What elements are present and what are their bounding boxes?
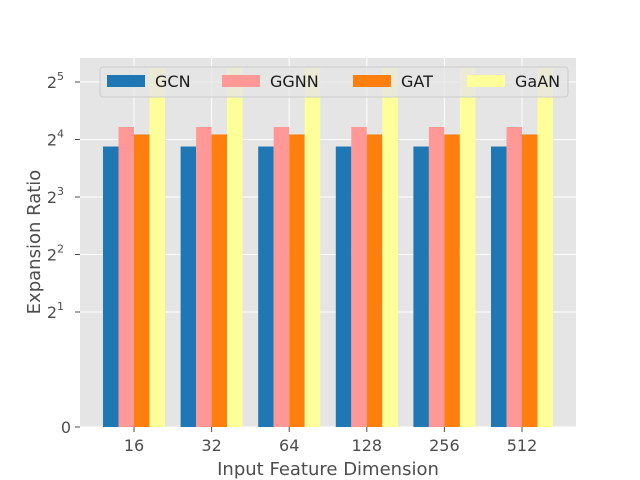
x-tick-label: 32 <box>201 436 221 455</box>
y-axis-title: Expansion Ratio <box>24 170 45 315</box>
bar-ggnn-256 <box>428 127 445 428</box>
bar-gaan-256 <box>459 67 476 427</box>
bar-gaan-512 <box>537 67 553 427</box>
legend-box <box>99 66 569 98</box>
bar-gcn-128 <box>335 146 352 427</box>
x-axis-title: Input Feature Dimension <box>217 459 439 480</box>
x-tick-label: 16 <box>124 436 144 455</box>
bar-gaan-32 <box>227 67 243 427</box>
bar-ggnn-64 <box>273 127 290 428</box>
legend-label-ggnn: GGNN <box>270 72 319 91</box>
bar-gcn-64 <box>258 146 274 427</box>
bar-gat-256 <box>444 134 460 427</box>
legend-swatch-ggnn <box>222 75 260 87</box>
bar-gaan-128 <box>382 67 398 427</box>
bar-ggnn-32 <box>196 127 212 428</box>
x-tick-label: 64 <box>279 436 299 455</box>
x-tick-label: 256 <box>429 436 460 455</box>
bar-gcn-32 <box>180 146 197 427</box>
x-tick-label: 512 <box>507 436 538 455</box>
bar-gat-32 <box>211 134 228 427</box>
bar-gat-64 <box>289 134 305 427</box>
y-tick-label: 25 <box>47 70 64 92</box>
y-tick-label: 22 <box>47 243 64 265</box>
x-tick-label: 128 <box>352 436 383 455</box>
y-tick-label: 21 <box>47 300 64 322</box>
legend-label-gat: GAT <box>401 72 433 91</box>
bar-gcn-16 <box>103 146 119 427</box>
legend-swatch-gcn <box>107 75 145 87</box>
legend-swatch-gat <box>353 75 391 87</box>
bars <box>103 67 553 428</box>
bar-gaan-16 <box>149 67 165 427</box>
y-tick-label: 0 <box>61 418 71 437</box>
y-tick-label: 23 <box>47 185 64 207</box>
x-axis-ticks: 16 32 64 128 256 512 <box>124 427 537 455</box>
bar-gcn-256 <box>413 146 429 427</box>
legend-label-gaan: GaAN <box>515 72 560 91</box>
bar-gcn-512 <box>491 146 507 427</box>
bar-gat-128 <box>366 134 383 427</box>
y-axis-ticks: 0 21 22 23 24 25 <box>47 70 80 437</box>
bar-ggnn-16 <box>118 127 134 428</box>
legend: GCN GGNN GAT GaAN <box>99 66 569 98</box>
y-tick-label: 24 <box>47 128 64 150</box>
legend-swatch-gaan <box>467 75 505 87</box>
bar-ggnn-512 <box>506 127 522 428</box>
bar-gat-512 <box>522 134 538 427</box>
legend-label-gcn: GCN <box>155 72 191 91</box>
bar-gat-16 <box>134 134 150 427</box>
bar-ggnn-128 <box>351 127 367 428</box>
bar-gaan-64 <box>304 67 321 427</box>
